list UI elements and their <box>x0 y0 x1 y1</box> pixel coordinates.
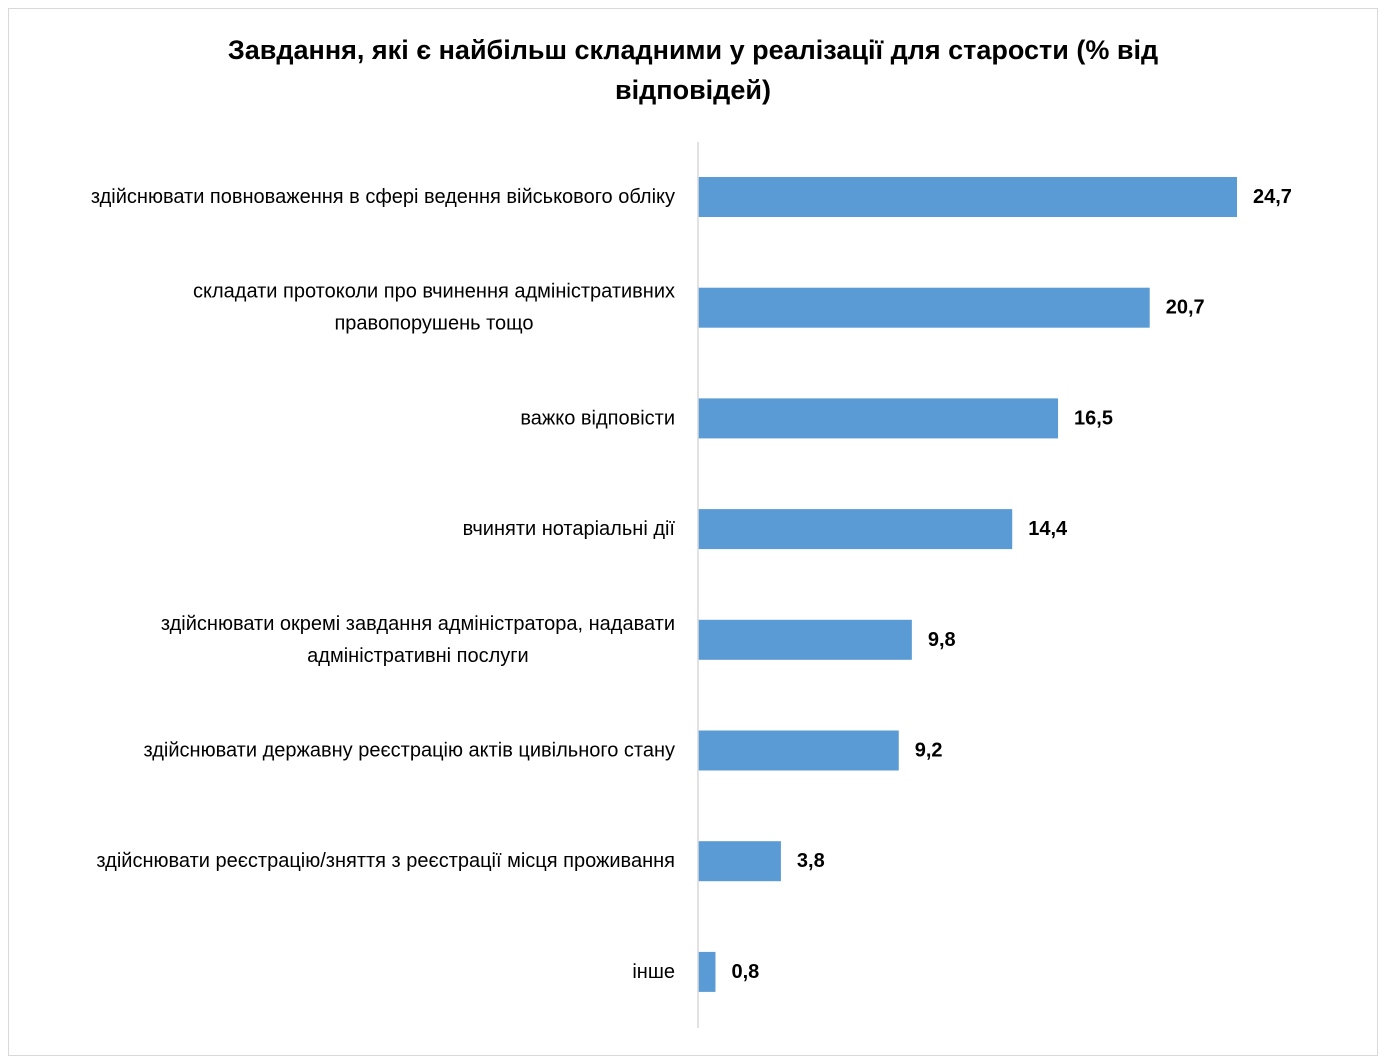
category-label-5-line-1: здійснювати окремі завдання адміністрато… <box>161 613 675 635</box>
bar-7 <box>698 841 781 882</box>
category-label-7: здійснювати реєстрацію/зняття з реєстрац… <box>96 850 675 872</box>
category-label-2-line-1: складати протоколи про вчинення адмініст… <box>193 281 675 303</box>
value-label-6: 9,2 <box>915 740 943 762</box>
value-label-2: 20,7 <box>1166 297 1205 319</box>
category-label-1: здійснювати повноваження в сфері ведення… <box>91 186 675 208</box>
bar-1 <box>698 177 1237 217</box>
category-label-6: здійснювати державну реєстрацію актів ци… <box>144 740 675 762</box>
bar-6 <box>698 730 899 771</box>
chart-title-line-1: Завдання, які є найбільш складними у реа… <box>227 35 1159 65</box>
bar-2 <box>698 287 1150 328</box>
value-label-5: 9,8 <box>928 629 956 651</box>
value-label-8: 0,8 <box>731 961 759 983</box>
category-label-3: важко відповісти <box>520 407 675 429</box>
bar-5 <box>698 619 912 660</box>
bar-4 <box>698 509 1013 550</box>
value-label-1: 24,7 <box>1253 186 1292 208</box>
category-label-4: вчиняти нотаріальні дії <box>463 518 676 540</box>
bar-3 <box>698 398 1059 439</box>
category-label-8: інше <box>632 961 675 983</box>
value-label-3: 16,5 <box>1074 407 1113 429</box>
category-labels: здійснювати повноваження в сфері ведення… <box>91 186 676 983</box>
category-label-5-line-2: адміністративні послуги <box>307 645 529 667</box>
value-labels: 24,7 20,7 16,5 14,4 9,8 9,2 3,8 0,8 <box>731 186 1291 983</box>
category-label-2-line-2: правопорушень тощо <box>334 313 533 335</box>
chart-title-line-2: відповідей) <box>615 75 771 105</box>
bars-layer <box>698 177 1237 992</box>
chart-title: Завдання, які є найбільш складними у реа… <box>0 30 1386 110</box>
bar-8 <box>698 951 716 992</box>
value-label-7: 3,8 <box>797 850 825 872</box>
value-label-4: 14,4 <box>1028 518 1068 540</box>
